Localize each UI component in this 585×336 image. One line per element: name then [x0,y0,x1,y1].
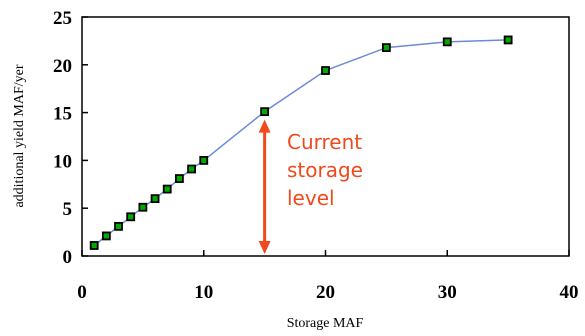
annotation-arrow-head-down [258,241,271,254]
x-tick-marks: 0 10 20 30 40 [77,250,579,303]
x-tick-label: 10 [194,282,213,303]
data-point [187,164,196,174]
series-layer [89,35,513,250]
annotation-text-line: storage [287,158,363,182]
x-tick-label: 20 [316,282,335,303]
y-tick-label: 10 [53,151,72,172]
data-point [503,35,513,45]
data-point [442,37,452,47]
data-point [126,212,136,222]
annotation-arrow-head-up [258,119,271,133]
x-tick-label: 30 [438,282,457,303]
data-point [321,66,330,75]
data-point [150,194,160,204]
data-point [174,174,184,183]
data-point [114,221,123,231]
y-tick-label: 25 [53,8,72,29]
x-tick-label: 0 [77,282,87,303]
annotation-text-line: level [287,186,335,210]
data-point [199,155,209,165]
data-point [260,107,270,117]
annotation-layer: Current storage level [258,119,363,254]
y-axis-label: additional yield MAF/yer [12,64,27,207]
y-tick-label: 5 [63,199,73,220]
annotation-text-line: Current [287,130,362,154]
data-point [162,184,172,194]
data-point [89,241,99,250]
x-axis-label: Storage MAF [287,316,364,331]
data-point [138,202,148,212]
x-tick-label: 40 [560,282,579,303]
y-tick-label: 0 [63,247,73,268]
y-tick-label: 20 [53,56,72,77]
y-tick-label: 15 [53,104,72,125]
y-tick-marks: 0 5 10 15 20 25 [53,8,88,268]
data-point [381,43,391,52]
data-point [101,231,111,241]
